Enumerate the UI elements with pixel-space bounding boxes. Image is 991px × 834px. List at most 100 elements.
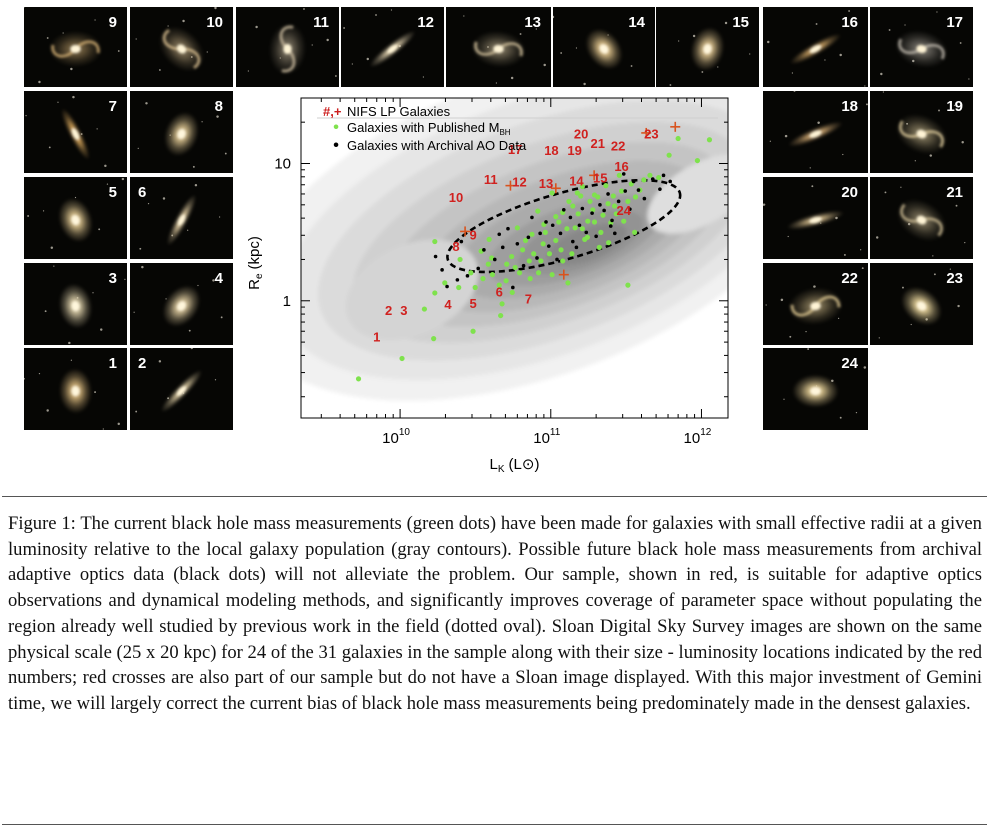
- archival-ao-point: [550, 223, 555, 228]
- galaxy-image: [870, 7, 973, 87]
- published-mbh-point: [526, 258, 532, 264]
- published-mbh-point: [456, 284, 462, 291]
- galaxy-image-grid: 9 10 11 12 13 14 15 16 17 7 8 18 19 5 6 20 21 3 4 22 23 1 2 24: [24, 7, 973, 430]
- galaxy-image: [763, 91, 868, 173]
- sample-galaxy-label: 7: [525, 291, 532, 306]
- sample-galaxy-label: 10: [449, 190, 463, 205]
- archival-ao-point: [574, 245, 579, 250]
- caption-block: Figure 1: The current black hole mass me…: [0, 496, 991, 834]
- galaxy-image: [870, 177, 973, 259]
- archival-ao-point: [577, 223, 582, 228]
- archival-ao-point: [544, 220, 548, 224]
- published-mbh-point: [468, 270, 474, 276]
- published-mbh-point: [496, 282, 502, 288]
- archival-ao-point: [602, 208, 606, 213]
- archival-ao-point: [546, 244, 551, 248]
- published-mbh-point: [442, 280, 448, 286]
- plot-legend: #,+ NIFS LP Galaxies • Galaxies with Publis…: [317, 104, 718, 154]
- sample-cross-marker: [670, 121, 681, 132]
- archival-ao-point: [445, 284, 449, 289]
- published-mbh-point: [564, 226, 570, 232]
- galaxy-thumbnail: 6: [130, 177, 233, 259]
- galaxy-image: [870, 263, 973, 345]
- galaxy-thumbnail: 16: [763, 7, 868, 87]
- archival-ao-point: [661, 173, 666, 178]
- sample-galaxy-label: 21: [591, 136, 605, 151]
- published-mbh-point: [616, 172, 622, 178]
- archival-ao-point: [476, 266, 481, 271]
- thumbnail-number: 12: [417, 14, 434, 31]
- published-mbh-point: [504, 261, 510, 267]
- galaxy-thumbnail: 19: [870, 91, 973, 173]
- published-mbh-point: [529, 231, 535, 237]
- galaxy-image: [341, 7, 444, 87]
- published-mbh-point: [519, 247, 526, 253]
- galaxy-image: [130, 263, 233, 345]
- x-tick-label: 1010: [382, 427, 410, 447]
- published-mbh-point: [485, 261, 491, 267]
- published-mbh-point: [535, 208, 541, 214]
- archival-ao-point: [515, 242, 520, 246]
- published-mbh-point: [489, 272, 496, 278]
- y-tick-label: 1: [283, 293, 291, 310]
- published-mbh-point: [579, 226, 585, 232]
- caption-body: The current black hole mass measurements…: [8, 513, 982, 714]
- published-mbh-point: [590, 207, 596, 213]
- archival-ao-point: [606, 192, 610, 196]
- galaxy-thumbnail: 5: [24, 177, 127, 259]
- legend-entry: Galaxies with Archival AO Data: [347, 138, 527, 153]
- published-mbh-point: [553, 237, 559, 244]
- galaxy-thumbnail: 12: [341, 7, 444, 87]
- archival-ao-point: [631, 179, 636, 184]
- published-mbh-point: [527, 276, 533, 282]
- thumbnail-number: 19: [946, 98, 963, 115]
- galaxy-thumbnail: 4: [130, 263, 233, 345]
- sample-galaxy-label: 4: [444, 297, 452, 312]
- sample-galaxy-label: 12: [512, 174, 526, 189]
- thumbnail-number: 23: [946, 270, 963, 287]
- thumbnail-number: 2: [138, 355, 147, 372]
- archival-ao-point: [613, 231, 617, 236]
- galaxy-thumbnail: 17: [870, 7, 973, 87]
- archival-ao-point: [594, 234, 598, 239]
- archival-ao-point: [538, 231, 542, 236]
- galaxy-image: [656, 7, 759, 87]
- published-mbh-point: [572, 225, 578, 231]
- galaxy-thumbnail: 22: [763, 263, 868, 345]
- thumbnail-number: 6: [138, 184, 147, 201]
- archival-ao-point: [530, 215, 534, 220]
- published-mbh-point: [641, 177, 647, 183]
- archival-ao-point: [568, 215, 573, 220]
- published-mbh-point: [585, 218, 591, 224]
- published-mbh-point: [399, 355, 405, 362]
- legend-symbol: •: [333, 137, 339, 154]
- sample-galaxy-label: 16: [614, 159, 628, 174]
- thumbnail-number: 8: [214, 98, 223, 115]
- published-mbh-point: [549, 272, 555, 278]
- galaxy-image: [24, 177, 127, 259]
- galaxy-thumbnail: 10: [130, 7, 233, 87]
- archival-ao-point: [497, 232, 502, 237]
- archival-ao-point: [658, 187, 662, 191]
- published-mbh-point: [606, 240, 612, 246]
- caption-rule-bottom: [2, 824, 987, 825]
- galaxy-thumbnail: 8: [130, 91, 233, 173]
- published-mbh-point: [470, 328, 476, 334]
- archival-ao-point: [642, 196, 647, 201]
- published-mbh-point: [355, 376, 362, 382]
- published-mbh-point: [575, 211, 581, 217]
- archival-ao-point: [492, 257, 497, 262]
- published-mbh-point: [569, 251, 575, 257]
- published-mbh-point: [516, 270, 523, 276]
- galaxy-image: [24, 263, 127, 345]
- galaxy-image: [24, 7, 127, 87]
- published-mbh-point: [591, 219, 598, 225]
- archival-ao-point: [535, 256, 539, 260]
- archival-ao-point: [621, 172, 626, 176]
- thumbnail-number: 11: [313, 14, 329, 31]
- published-mbh-point: [480, 276, 486, 282]
- sample-galaxy-label: 22: [611, 139, 625, 154]
- galaxy-thumbnail: 23: [870, 263, 973, 345]
- published-mbh-point: [509, 289, 515, 296]
